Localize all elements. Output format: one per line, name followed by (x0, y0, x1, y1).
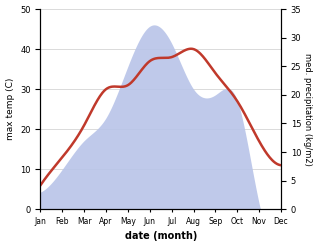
Y-axis label: med. precipitation (kg/m2): med. precipitation (kg/m2) (303, 53, 313, 165)
X-axis label: date (month): date (month) (125, 231, 197, 242)
Y-axis label: max temp (C): max temp (C) (5, 78, 15, 140)
